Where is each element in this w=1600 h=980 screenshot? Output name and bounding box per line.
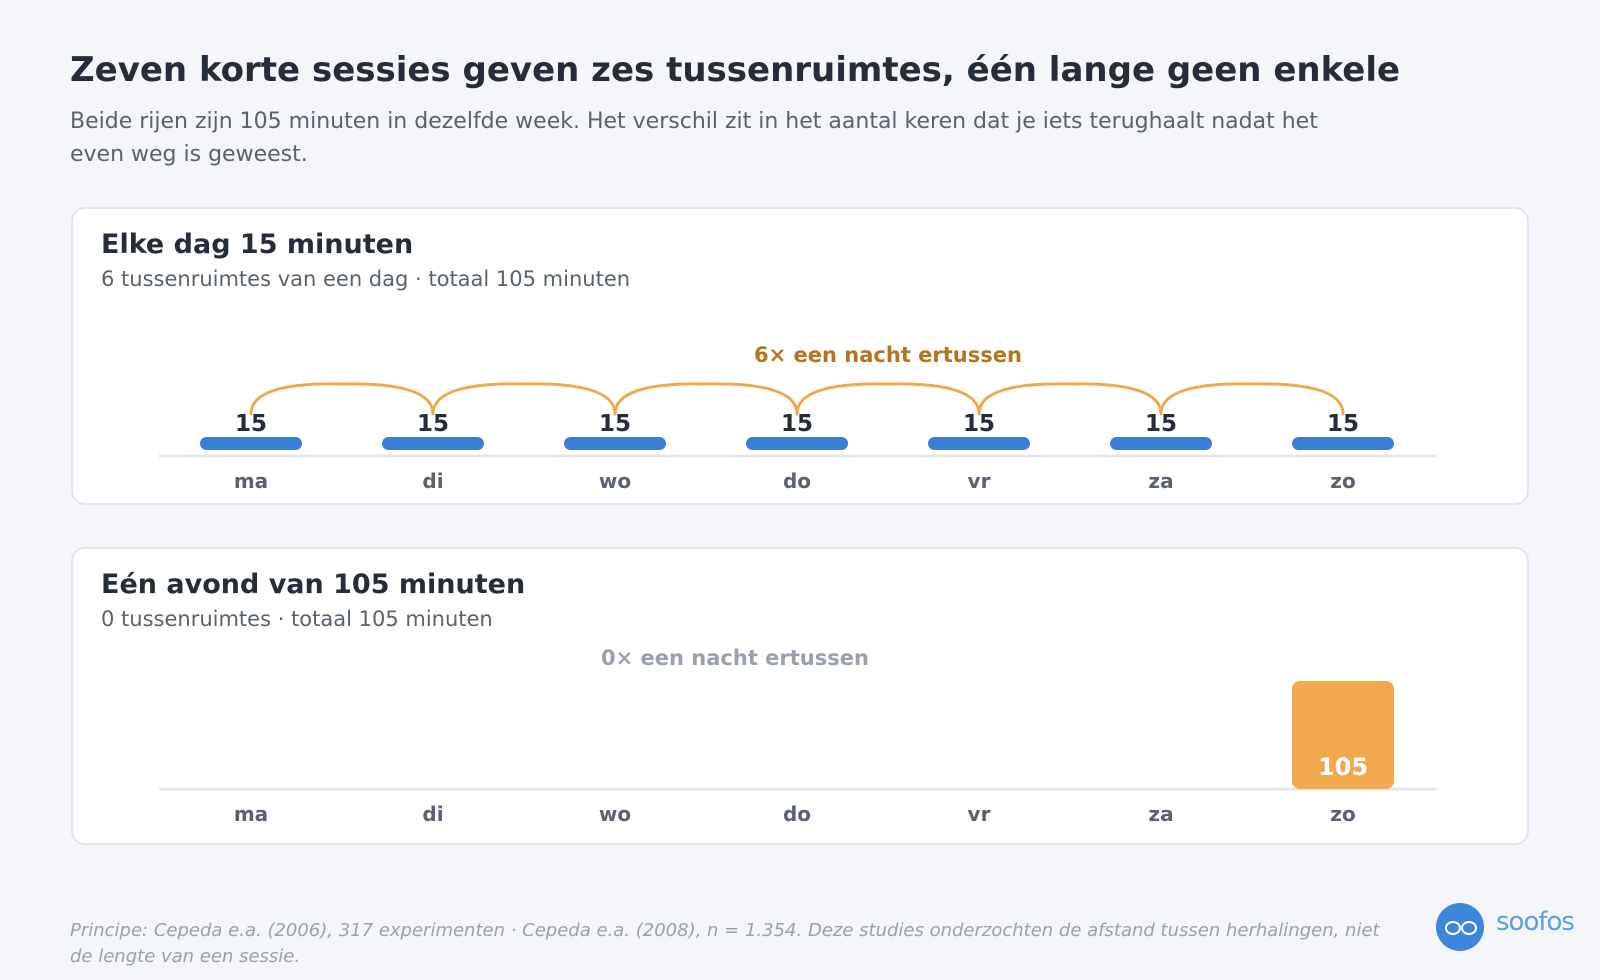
gap-annotation: 6× een nacht ertussen xyxy=(754,343,1022,367)
x-tick-label: vr xyxy=(968,469,991,493)
x-tick-label: wo xyxy=(599,802,631,826)
gap-arc xyxy=(613,382,799,416)
chart-title: Elke dag 15 minuten xyxy=(101,229,414,260)
x-tick-label: za xyxy=(1148,802,1173,826)
gap-arc xyxy=(431,382,617,416)
gap-arc xyxy=(795,382,981,416)
x-tick-label: vr xyxy=(968,802,991,826)
footnote: Principe: Cepeda e.a. (2006), 317 experi… xyxy=(70,920,1380,967)
bar-zo xyxy=(1292,437,1394,450)
x-tick-label: do xyxy=(783,469,811,493)
page-title: Zeven korte sessies geven zes tussenruim… xyxy=(70,50,1401,90)
x-tick-label: di xyxy=(422,802,443,826)
glasses-icon xyxy=(1436,903,1484,951)
gap-arc xyxy=(977,382,1163,416)
chart-card-single: Eén avond van 105 minuten 0 tussenruimte… xyxy=(71,547,1529,845)
x-tick-label: ma xyxy=(234,802,268,826)
x-tick-label: wo xyxy=(599,469,631,493)
data-label: 15 xyxy=(417,411,449,437)
data-label: 105 xyxy=(1318,753,1368,781)
data-label: 15 xyxy=(781,411,813,437)
chart-daily-plot: 6× een nacht ertussen 15 ma 15 di 15 wo 15 do 15 v… xyxy=(159,343,1437,493)
gap-arc xyxy=(249,382,435,416)
bar-za xyxy=(1110,437,1212,450)
bar-wo xyxy=(564,437,666,450)
data-label: 15 xyxy=(599,411,631,437)
chart-title: Eén avond van 105 minuten xyxy=(101,569,526,600)
chart-single-plot: 0× een nacht ertussen ma di wo do vr za 105 zo xyxy=(159,646,1437,826)
bar-ma xyxy=(200,437,302,450)
data-label: 15 xyxy=(1145,411,1177,437)
x-tick-label: di xyxy=(422,469,443,493)
data-label: 15 xyxy=(235,411,267,437)
brand-name: soofos xyxy=(1496,907,1575,937)
x-tick-label: do xyxy=(783,802,811,826)
chart-subtitle: 0 tussenruimtes · totaal 105 minuten xyxy=(101,607,493,631)
chart-card-daily: Elke dag 15 minuten 6 tussenruimtes van … xyxy=(71,207,1529,505)
page-subtitle: Beide rijen zijn 105 minuten in dezelfde… xyxy=(70,109,1318,167)
brand-logo: soofos xyxy=(1436,903,1576,953)
x-tick-label: zo xyxy=(1330,469,1355,493)
x-tick-label: zo xyxy=(1330,802,1355,826)
bar-vr xyxy=(928,437,1030,450)
gap-annotation: 0× een nacht ertussen xyxy=(601,646,869,670)
data-label: 15 xyxy=(963,411,995,437)
bar-di xyxy=(382,437,484,450)
data-label: 15 xyxy=(1327,411,1359,437)
x-tick-label: za xyxy=(1148,469,1173,493)
bar-zo xyxy=(1292,681,1394,789)
bar-do xyxy=(746,437,848,450)
gap-arc xyxy=(1159,382,1345,416)
chart-subtitle: 6 tussenruimtes van een dag · totaal 105… xyxy=(101,267,631,291)
x-tick-label: ma xyxy=(234,469,268,493)
